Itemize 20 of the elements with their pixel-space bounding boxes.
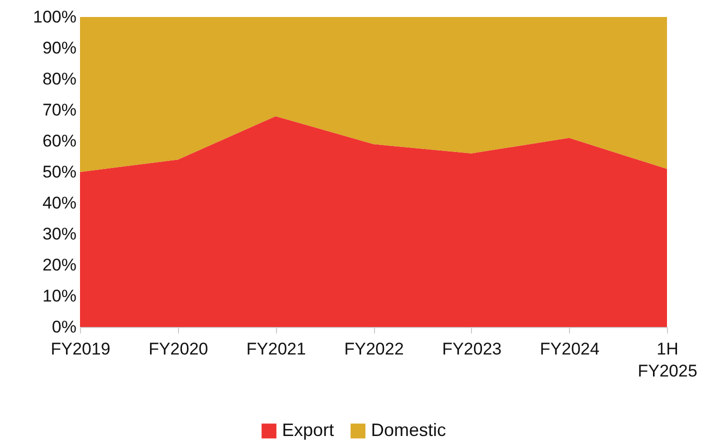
y-tick-label: 20% [42, 256, 76, 274]
y-tick-label: 100% [33, 8, 76, 26]
x-tick-label: FY2022 [344, 340, 404, 358]
x-tick-label: FY2023 [442, 340, 502, 358]
y-tick-label: 60% [42, 132, 76, 150]
y-tick-label: 70% [42, 100, 76, 120]
x-tick-label: FY2024 [540, 340, 600, 358]
y-tick-label: 0% [52, 318, 76, 336]
y-tick-label: 50% [42, 162, 76, 182]
y-tick-label: 90% [42, 38, 76, 58]
x-tick-label: FY2021 [246, 340, 306, 358]
y-tick-label: 80% [42, 70, 76, 88]
legend-label: Domestic [371, 420, 446, 440]
x-tick-label: 1H FY2025 [638, 340, 698, 380]
y-tick-label: 30% [42, 224, 76, 244]
y-tick-label: 40% [42, 194, 76, 212]
y-tick-label: 10% [42, 286, 76, 306]
legend-label: Export [282, 420, 334, 440]
x-tick-label: FY2019 [50, 340, 110, 358]
x-tick-label: FY2020 [148, 340, 208, 358]
